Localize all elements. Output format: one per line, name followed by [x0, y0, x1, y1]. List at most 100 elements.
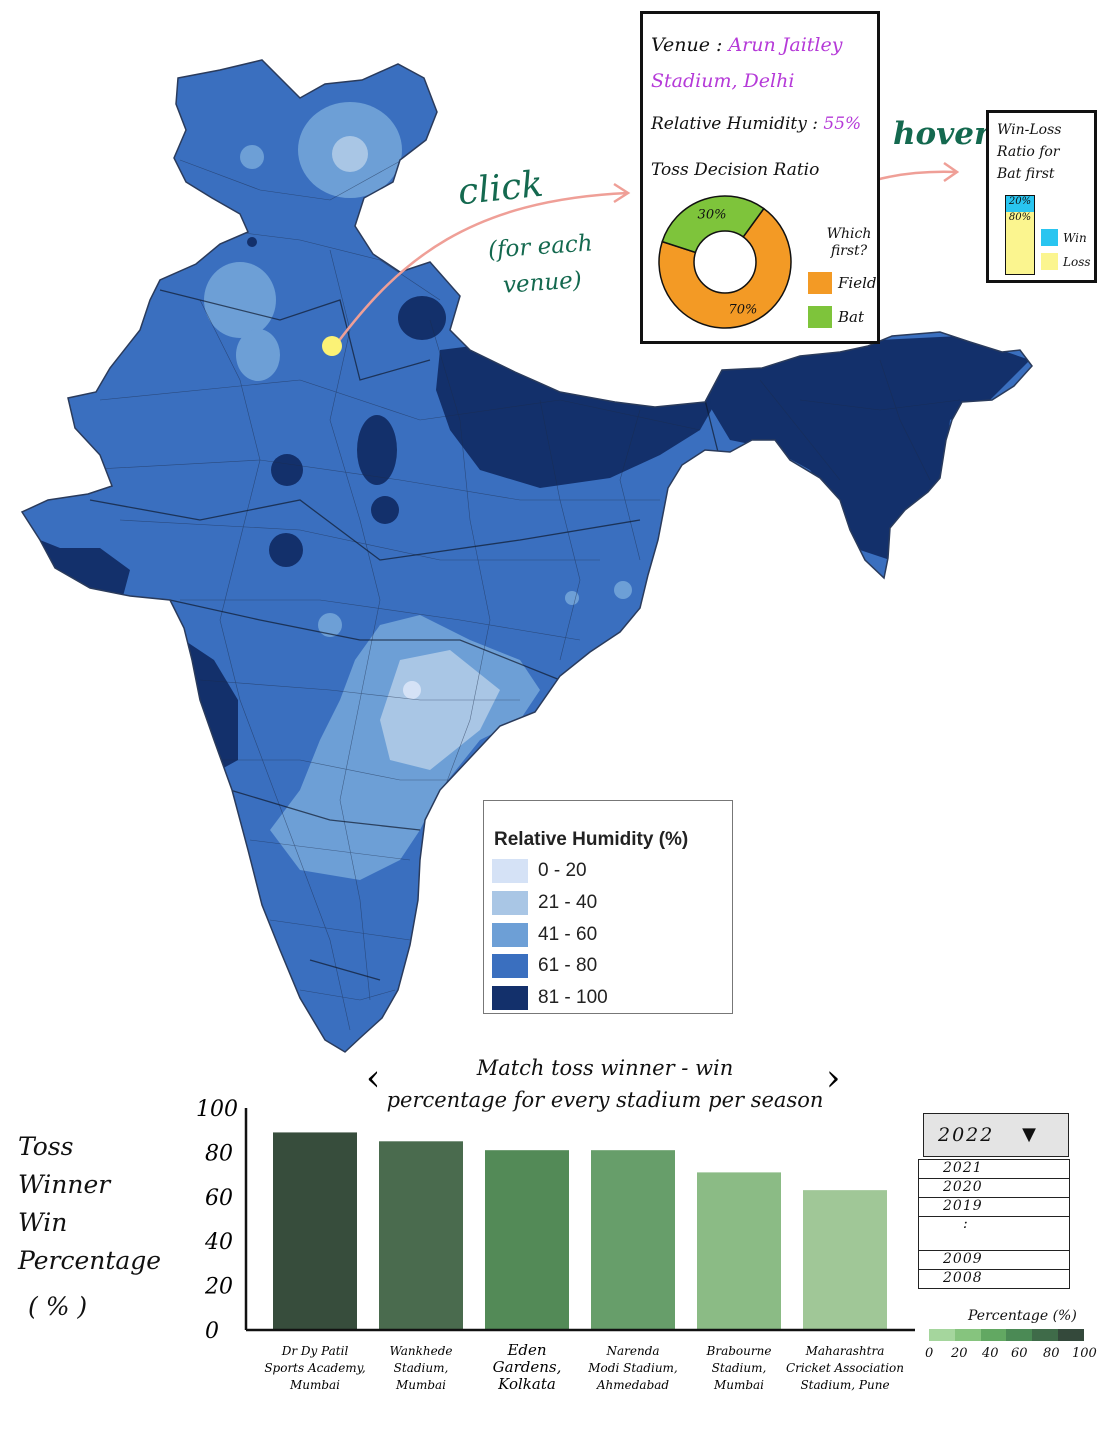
- y-tick-label: 80: [205, 1141, 233, 1166]
- bar-0[interactable]: [273, 1132, 357, 1330]
- scale-tick: 40: [982, 1346, 999, 1361]
- bar-5[interactable]: [803, 1190, 887, 1330]
- toss-win-bar-chart: ‹ › 0 20 40 60 80 100 Dr Dy Patil Sports Acade…: [196, 1058, 915, 1393]
- humidity-legend-title: Relative Humidity (%): [494, 829, 689, 850]
- season-option[interactable]: 2019: [919, 1198, 1069, 1217]
- x-tick-label: Eden: [506, 1341, 546, 1359]
- season-option[interactable]: 2009: [919, 1251, 1069, 1270]
- bar-4[interactable]: [697, 1172, 781, 1330]
- y-axis-label: Toss Winner Win Percentage ( % ): [18, 1128, 162, 1326]
- legend-row-21-40: 21 - 40: [492, 890, 597, 916]
- y-axis-label-line: ( % ): [28, 1292, 88, 1321]
- x-tick-label: Stadium, Pune: [800, 1378, 889, 1392]
- season-option[interactable]: 2020: [919, 1179, 1069, 1198]
- y-tick-label: 60: [205, 1186, 233, 1211]
- legend-label: 0 - 20: [538, 860, 587, 881]
- y-tick-label: 40: [204, 1230, 233, 1255]
- legend-swatch: [492, 986, 528, 1010]
- legend-label: 81 - 100: [538, 987, 608, 1008]
- bar-3[interactable]: [591, 1150, 675, 1330]
- win-loss-stacked-bar: 20% 80%: [1005, 195, 1035, 275]
- y-axis-label-line: Percentage: [18, 1246, 162, 1275]
- win-loss-title: Win-Loss Ratio for Bat first: [997, 119, 1093, 185]
- x-tick-label: Modi Stadium,: [587, 1361, 677, 1375]
- win-loss-title-line1: Win-Loss: [997, 122, 1062, 138]
- venue-info-popup: Venue : Arun Jaitley Stadium, Delhi Rela…: [640, 11, 880, 344]
- donut-slice-bat[interactable]: [661, 195, 765, 263]
- x-tick-label: Maharashtra: [805, 1344, 885, 1358]
- chevron-down-icon[interactable]: ▼: [1022, 1124, 1038, 1145]
- toss-legend-title-line1: Which: [826, 226, 872, 242]
- legend-win: Win: [1041, 229, 1087, 246]
- x-tick-label: Mumbai: [289, 1378, 340, 1392]
- x-tick-label: Ahmedabad: [596, 1378, 670, 1392]
- legend-swatch: [492, 891, 528, 915]
- venue-line: Venue : Arun Jaitley: [651, 34, 842, 56]
- legend-swatch-field: [808, 272, 832, 294]
- slice-label-bat: 30%: [698, 207, 727, 222]
- legend-row-41-60: 41 - 60: [492, 922, 597, 948]
- x-tick-label: Gardens,: [493, 1358, 562, 1376]
- scale-tick: 100: [1072, 1346, 1097, 1361]
- x-tick-label: Stadium,: [394, 1361, 449, 1375]
- legend-field: Field: [808, 272, 876, 294]
- venue-label: Venue :: [651, 34, 723, 56]
- x-tick-label: Stadium,: [712, 1361, 767, 1375]
- chart-title-line1: Match toss winner - win: [476, 1056, 734, 1080]
- legend-swatch: [492, 954, 528, 978]
- legend-label: 41 - 60: [538, 924, 598, 945]
- x-tick-label: Narenda: [605, 1344, 659, 1358]
- win-loss-title-line2: Ratio for: [997, 144, 1060, 160]
- scale-segment: [954, 1329, 981, 1341]
- bar-1[interactable]: [379, 1141, 463, 1330]
- toss-decision-donut[interactable]: 70% 30%: [655, 192, 795, 332]
- loss-segment: 80%: [1006, 211, 1034, 274]
- season-option[interactable]: 2021: [919, 1160, 1069, 1179]
- x-tick-label: Brabourne: [706, 1344, 772, 1358]
- win-loss-title-line3: Bat first: [997, 166, 1055, 182]
- season-dropdown[interactable]: 2022 ▼: [923, 1113, 1069, 1157]
- chart-title: Match toss winner - win percentage for e…: [360, 1052, 850, 1116]
- humidity-legend: Relative Humidity (%) 0 - 20 21 - 40 41 …: [483, 800, 733, 1014]
- x-tick-label: Mumbai: [395, 1378, 446, 1392]
- click-note-line2: venue): [502, 267, 583, 299]
- legend-label: 61 - 80: [538, 955, 598, 976]
- legend-row-81-100: 81 - 100: [492, 985, 608, 1011]
- x-tick-label: Wankhede: [389, 1344, 452, 1358]
- x-tick-label: Dr Dy Patil: [281, 1344, 349, 1358]
- percentage-scale-title: Percentage (%): [968, 1308, 1077, 1324]
- scale-segment: [929, 1329, 955, 1341]
- x-tick-label: Mumbai: [713, 1378, 764, 1392]
- bar-2[interactable]: [485, 1150, 569, 1330]
- legend-label-win: Win: [1063, 230, 1087, 245]
- y-tick-label: 20: [204, 1275, 233, 1300]
- season-option[interactable]: 2008: [943, 1270, 983, 1286]
- y-axis-label-line: Toss: [18, 1132, 74, 1161]
- toss-legend-title: Which first?: [819, 226, 879, 260]
- venue-marker-delhi[interactable]: [322, 336, 342, 356]
- humidity-label: Relative Humidity :: [651, 114, 818, 134]
- win-loss-popup: Win-Loss Ratio for Bat first 20% 80% Win…: [986, 110, 1097, 283]
- season-options-list: 2021 2020 2019 : 2009 2008: [918, 1159, 1070, 1289]
- scale-segment: [1058, 1329, 1084, 1341]
- legend-swatch: [492, 859, 528, 883]
- y-tick-label: 0: [205, 1319, 219, 1344]
- win-segment: 20%: [1006, 196, 1034, 213]
- prev-season-arrow[interactable]: ‹: [366, 1058, 380, 1099]
- legend-swatch: [492, 923, 528, 947]
- legend-row-61-80: 61 - 80: [492, 953, 597, 979]
- scale-tick: 60: [1011, 1346, 1028, 1361]
- venue-name: Arun Jaitley: [728, 34, 843, 56]
- season-option-ellipsis: :: [919, 1217, 1069, 1251]
- humidity-line: Relative Humidity : 55%: [651, 114, 861, 134]
- scale-segment: [1006, 1329, 1033, 1341]
- scale-segment: [980, 1329, 1007, 1341]
- next-season-arrow[interactable]: ›: [826, 1058, 840, 1099]
- hover-annotation: hover: [893, 116, 991, 152]
- season-selected-value: 2022: [938, 1124, 995, 1146]
- scale-tick: 20: [951, 1346, 968, 1361]
- y-tick-label: 100: [196, 1097, 238, 1122]
- legend-label: 21 - 40: [538, 892, 598, 913]
- y-axis-label-line: Win: [18, 1208, 68, 1237]
- scale-tick: 0: [925, 1346, 934, 1361]
